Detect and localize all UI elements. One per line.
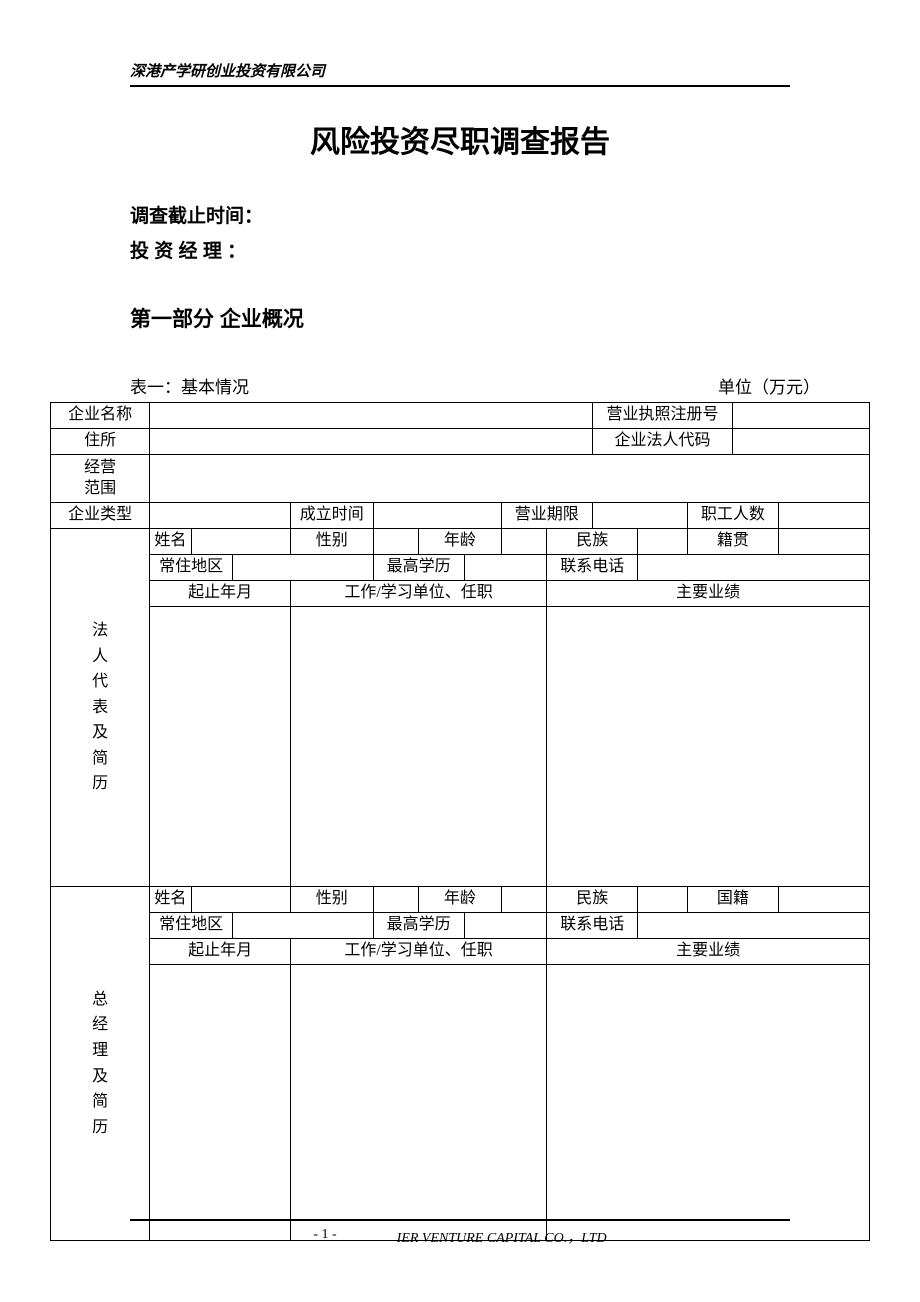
value-business-scope: [150, 455, 870, 503]
label-gender-gm: 性别: [290, 887, 373, 913]
value-license-no: [733, 403, 870, 429]
survey-deadline-label: 调查截止时间：: [130, 201, 870, 228]
value-gm-work-study: [290, 965, 546, 1241]
label-work-study-gm: 工作/学习单位、任职: [290, 939, 546, 965]
footer-divider: [130, 1219, 790, 1221]
value-lr-native-place: [778, 529, 869, 555]
header-divider: [130, 85, 790, 87]
value-gm-ethnicity: [638, 887, 688, 913]
label-phone-gm: 联系电话: [547, 913, 638, 939]
value-business-period: [592, 503, 687, 529]
label-phone: 联系电话: [547, 555, 638, 581]
value-lr-achievements: [547, 607, 870, 887]
value-lr-education: [464, 555, 547, 581]
label-legal-code: 企业法人代码: [592, 429, 733, 455]
value-gm-period: [150, 965, 291, 1241]
value-lr-phone: [638, 555, 870, 581]
value-establish-date: [373, 503, 501, 529]
label-achievements: 主要业绩: [547, 581, 870, 607]
label-native-place: 籍贯: [687, 529, 778, 555]
label-ethnicity: 民族: [547, 529, 638, 555]
label-name-gm: 姓名: [150, 887, 191, 913]
value-gm-name: [191, 887, 290, 913]
value-lr-period: [150, 607, 291, 887]
label-work-study: 工作/学习单位、任职: [290, 581, 546, 607]
value-address: [150, 429, 593, 455]
value-employee-count: [778, 503, 869, 529]
label-age: 年龄: [419, 529, 502, 555]
label-company-type: 企业类型: [51, 503, 150, 529]
label-legal-rep: 法人代表及简历: [51, 529, 150, 887]
section-1-heading: 第一部分 企业概况: [130, 303, 870, 333]
meta-block: 调查截止时间： 投 资 经 理 ：: [130, 201, 870, 263]
label-education: 最高学历: [373, 555, 464, 581]
label-residence-gm: 常住地区: [150, 913, 233, 939]
label-license-no: 营业执照注册号: [592, 403, 733, 429]
value-lr-ethnicity: [638, 529, 688, 555]
value-lr-work-study: [290, 607, 546, 887]
header-company: 深港产学研创业投资有限公司: [50, 60, 870, 81]
value-gm-nationality: [778, 887, 869, 913]
label-address: 住所: [51, 429, 150, 455]
value-gm-gender: [373, 887, 418, 913]
table-1-caption: 表一：基本情况: [130, 373, 249, 398]
value-gm-residence: [232, 913, 373, 939]
value-lr-residence: [232, 555, 373, 581]
table-1-caption-row: 表一：基本情况 单位（万元）: [50, 373, 870, 398]
label-achievements-gm: 主要业绩: [547, 939, 870, 965]
table-1-unit: 单位（万元）: [718, 373, 820, 398]
label-company-name: 企业名称: [51, 403, 150, 429]
page-number: - 1 -: [313, 1227, 336, 1247]
label-general-mgr: 总经理及简历: [51, 887, 150, 1241]
value-legal-code: [733, 429, 870, 455]
value-gm-achievements: [547, 965, 870, 1241]
basic-info-table: 企业名称 营业执照注册号 住所 企业法人代码 经营 范围 企业类型 成立时间 营…: [50, 402, 870, 1241]
label-residence: 常住地区: [150, 555, 233, 581]
label-business-period: 营业期限: [501, 503, 592, 529]
label-gender: 性别: [290, 529, 373, 555]
value-gm-phone: [638, 913, 870, 939]
label-education-gm: 最高学历: [373, 913, 464, 939]
value-lr-gender: [373, 529, 418, 555]
label-employee-count: 职工人数: [687, 503, 778, 529]
label-business-scope: 经营 范围: [51, 455, 150, 503]
value-gm-age: [501, 887, 546, 913]
footer-company: IER VENTURE CAPITAL CO.，LTD: [397, 1227, 607, 1247]
value-company-name: [150, 403, 593, 429]
label-name: 姓名: [150, 529, 191, 555]
document-title: 风险投资尽职调查报告: [50, 117, 870, 161]
label-period-gm: 起止年月: [150, 939, 291, 965]
investment-manager-label: 投 资 经 理 ：: [130, 236, 870, 263]
value-company-type: [150, 503, 291, 529]
label-nationality: 国籍: [687, 887, 778, 913]
value-lr-age: [501, 529, 546, 555]
value-gm-education: [464, 913, 547, 939]
label-age-gm: 年龄: [419, 887, 502, 913]
label-establish-date: 成立时间: [290, 503, 373, 529]
label-period: 起止年月: [150, 581, 291, 607]
label-ethnicity-gm: 民族: [547, 887, 638, 913]
footer: - 1 - IER VENTURE CAPITAL CO.，LTD: [50, 1219, 870, 1247]
value-lr-name: [191, 529, 290, 555]
